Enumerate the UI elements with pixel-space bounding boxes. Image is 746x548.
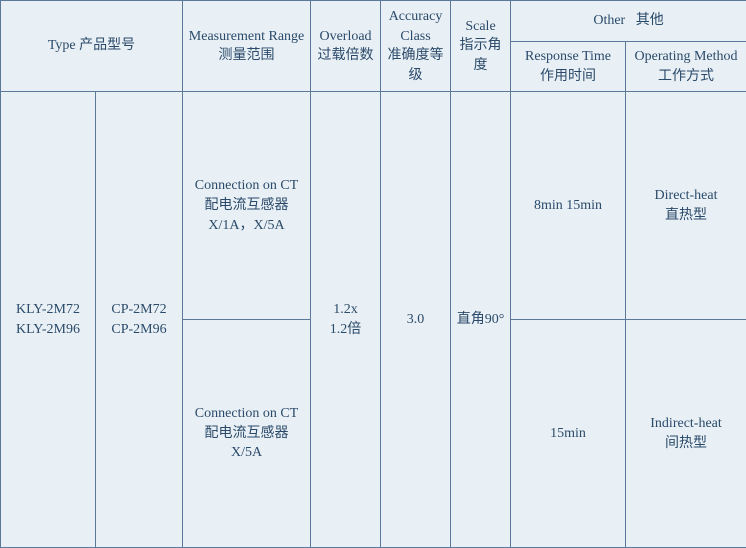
header-scale: Scale 指示角度: [451, 1, 511, 92]
header-accuracy-zh: 准确度等级: [388, 48, 444, 83]
cell-response2: 15min: [511, 320, 626, 548]
header-range-zh: 测量范围: [219, 48, 275, 63]
range2-val: X/5A: [231, 445, 262, 460]
header-response: Response Time 作用时间: [511, 42, 626, 92]
scale-val: 直角90°: [457, 312, 505, 327]
header-other-zh: 其他: [636, 13, 664, 28]
cell-operating1: Direct-heat 直热型: [626, 92, 746, 320]
cell-type1: KLY-2M72 KLY-2M96: [1, 92, 96, 548]
header-accuracy-en: Accuracy Class: [389, 9, 443, 44]
response2-val: 15min: [550, 426, 586, 441]
header-type-zh: 产品型号: [79, 38, 135, 53]
header-overload: Overload 过载倍数: [311, 1, 381, 92]
header-other: Other 其他: [511, 1, 746, 42]
header-other-en: Other: [593, 13, 625, 28]
header-range: Measurement Range 测量范围: [183, 1, 311, 92]
type2-line2: CP-2M96: [111, 322, 166, 337]
response1-val: 8min 15min: [534, 198, 602, 213]
header-type: Type 产品型号: [1, 1, 183, 92]
cell-operating2: Indirect-heat 间热型: [626, 320, 746, 548]
operating2-en: Indirect-heat: [650, 416, 722, 431]
overload-line1: 1.2x: [333, 302, 358, 317]
cell-response1: 8min 15min: [511, 92, 626, 320]
header-range-en: Measurement Range: [189, 29, 304, 44]
type2-line1: CP-2M72: [111, 302, 166, 317]
cell-accuracy: 3.0: [381, 92, 451, 548]
spec-table: Type 产品型号 Measurement Range 测量范围 Overloa…: [0, 0, 746, 548]
header-operating: Operating Method 工作方式: [626, 42, 746, 92]
cell-range2: Connection on CT 配电流互感器 X/5A: [183, 320, 311, 548]
accuracy-val: 3.0: [407, 312, 425, 327]
header-operating-zh: 工作方式: [658, 69, 714, 84]
operating2-zh: 间热型: [665, 436, 707, 451]
header-scale-en: Scale: [465, 19, 495, 34]
operating1-en: Direct-heat: [655, 188, 718, 203]
overload-line2: 1.2倍: [330, 322, 362, 337]
header-response-en: Response Time: [525, 49, 611, 64]
range2-en: Connection on CT: [195, 406, 298, 421]
type1-line1: KLY-2M72: [16, 302, 80, 317]
header-accuracy: Accuracy Class 准确度等级: [381, 1, 451, 92]
header-overload-zh: 过载倍数: [318, 48, 374, 63]
header-scale-zh: 指示角度: [460, 38, 502, 73]
type1-line2: KLY-2M96: [16, 322, 80, 337]
header-overload-en: Overload: [319, 29, 371, 44]
operating1-zh: 直热型: [665, 208, 707, 223]
header-operating-en: Operating Method: [635, 49, 738, 64]
range1-en: Connection on CT: [195, 178, 298, 193]
range2-zh: 配电流互感器: [205, 426, 289, 441]
header-type-en: Type: [48, 38, 76, 53]
cell-type2: CP-2M72 CP-2M96: [96, 92, 183, 548]
range1-val: X/1A，X/5A: [208, 218, 284, 233]
cell-overload: 1.2x 1.2倍: [311, 92, 381, 548]
cell-range1: Connection on CT 配电流互感器 X/1A，X/5A: [183, 92, 311, 320]
cell-scale: 直角90°: [451, 92, 511, 548]
header-response-zh: 作用时间: [540, 69, 596, 84]
range1-zh: 配电流互感器: [205, 198, 289, 213]
